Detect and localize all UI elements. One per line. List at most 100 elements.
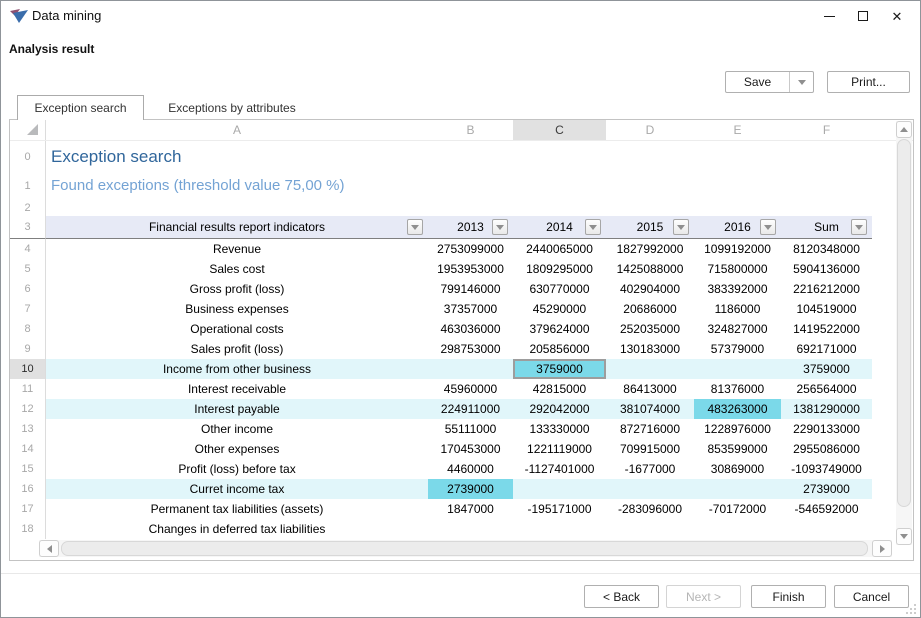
row-number[interactable]: 13 (10, 419, 46, 439)
row-number[interactable]: 10 (10, 359, 46, 379)
value-cell-b14[interactable]: 170453000 (440, 442, 501, 456)
value-cell-c17[interactable]: -195171000 (527, 502, 592, 516)
value-cell-e5[interactable]: 715800000 (707, 262, 768, 276)
row-number[interactable]: 11 (10, 379, 46, 399)
value-cell-f16[interactable]: 2739000 (781, 479, 872, 499)
column-letter-e[interactable]: E (733, 123, 742, 137)
value-cell-f12[interactable]: 1381290000 (781, 399, 872, 419)
value-cell-b16[interactable]: 2739000 (428, 479, 513, 499)
value-cell-c6[interactable]: 630770000 (529, 282, 590, 296)
value-cell-e10[interactable] (694, 359, 781, 379)
value-cell-d9[interactable]: 130183000 (619, 342, 681, 356)
value-cell-b17[interactable]: 1847000 (447, 502, 494, 516)
value-cell-c15[interactable]: -1127401000 (524, 462, 595, 476)
value-cell-c11[interactable]: 42815000 (532, 382, 587, 396)
value-cell-b7[interactable]: 37357000 (443, 302, 498, 316)
indicator-cell[interactable]: Gross profit (loss) (189, 282, 285, 296)
filter-header-cell[interactable]: 2015 (606, 216, 694, 239)
save-button[interactable]: Save (725, 71, 814, 93)
value-cell-c8[interactable]: 379624000 (529, 322, 590, 336)
value-cell-e8[interactable]: 324827000 (707, 322, 768, 336)
value-cell-e6[interactable]: 383392000 (707, 282, 768, 296)
value-cell-d10[interactable] (606, 359, 694, 379)
sheet-subtitle[interactable]: Found exceptions (threshold value 75,00 … (51, 177, 345, 194)
print-button[interactable]: Print... (827, 71, 910, 93)
filter-dropdown-button[interactable] (585, 219, 601, 235)
filter-dropdown-button[interactable] (407, 219, 423, 235)
vertical-scrollbar[interactable] (896, 121, 912, 545)
value-cell-e7[interactable]: 1186000 (714, 302, 761, 316)
row-number[interactable]: 5 (10, 259, 46, 279)
indicator-cell[interactable]: Sales cost (209, 262, 265, 276)
maximize-button[interactable] (846, 1, 880, 31)
indicator-cell[interactable]: Sales profit (loss) (190, 342, 284, 356)
indicator-cell[interactable]: Operational costs (190, 322, 284, 336)
value-cell-f8[interactable]: 1419522000 (793, 322, 860, 336)
value-cell-c10[interactable]: 3759000 (513, 359, 606, 379)
filter-header-cell[interactable]: 2016 (694, 216, 781, 239)
filter-header-cell[interactable]: Sum (781, 216, 872, 239)
resize-grip-icon[interactable] (905, 602, 917, 614)
value-cell-d13[interactable]: 872716000 (619, 422, 681, 436)
indicator-cell[interactable]: Interest receivable (187, 382, 287, 396)
back-button[interactable]: < Back (584, 585, 659, 608)
horizontal-scrollbar[interactable] (39, 540, 892, 557)
value-cell-d15[interactable]: -1677000 (624, 462, 676, 476)
value-cell-b13[interactable]: 55111000 (444, 422, 497, 436)
finish-button[interactable]: Finish (751, 585, 826, 608)
close-button[interactable]: ✕ (880, 1, 914, 31)
value-cell-b5[interactable]: 1953953000 (437, 262, 504, 276)
value-cell-b18[interactable] (428, 519, 513, 539)
row-number[interactable]: 16 (10, 479, 46, 499)
value-cell-f11[interactable]: 256564000 (796, 382, 857, 396)
value-cell-b10[interactable] (428, 359, 513, 379)
column-letter-b[interactable]: B (466, 123, 475, 137)
indicator-cell[interactable]: Revenue (212, 242, 262, 256)
filter-header-cell[interactable]: 2014 (513, 216, 606, 239)
value-cell-d18[interactable] (606, 519, 694, 539)
row-number[interactable]: 0 (10, 141, 46, 172)
value-cell-c9[interactable]: 205856000 (529, 342, 590, 356)
value-cell-c7[interactable]: 45290000 (532, 302, 587, 316)
value-cell-b11[interactable]: 45960000 (443, 382, 498, 396)
value-cell-e14[interactable]: 853599000 (707, 442, 768, 456)
value-cell-c4[interactable]: 2440065000 (526, 242, 593, 256)
row-number[interactable]: 12 (10, 399, 46, 419)
tab-exception-search[interactable]: Exception search (17, 95, 144, 120)
column-letter-a[interactable]: A (232, 123, 241, 137)
indicator-cell[interactable]: Other expenses (194, 442, 280, 456)
value-cell-e4[interactable]: 1099192000 (704, 242, 771, 256)
cancel-button[interactable]: Cancel (834, 585, 909, 608)
value-cell-d4[interactable]: 1827992000 (616, 242, 684, 256)
value-cell-b4[interactable]: 2753099000 (437, 242, 504, 256)
scroll-left-button[interactable] (39, 540, 59, 557)
row-number[interactable]: 3 (10, 216, 46, 239)
value-cell-e17[interactable]: -70172000 (708, 502, 767, 516)
value-cell-f7[interactable]: 104519000 (796, 302, 857, 316)
value-cell-d14[interactable]: 709915000 (619, 442, 681, 456)
empty-row-cells[interactable] (46, 199, 913, 216)
tab-exceptions-by-attributes[interactable]: Exceptions by attributes (168, 100, 296, 115)
value-cell-d8[interactable]: 252035000 (619, 322, 681, 336)
column-letter-c[interactable]: C (513, 120, 606, 140)
value-cell-f15[interactable]: -1093749000 (791, 462, 862, 476)
value-cell-b8[interactable]: 463036000 (440, 322, 501, 336)
filter-header-cell[interactable]: 2013 (428, 216, 513, 239)
horizontal-scroll-thumb[interactable] (61, 541, 868, 556)
row-number[interactable]: 1 (10, 172, 46, 199)
value-cell-b9[interactable]: 298753000 (440, 342, 501, 356)
value-cell-e12[interactable]: 483263000 (694, 399, 781, 419)
row-number[interactable]: 8 (10, 319, 46, 339)
value-cell-d5[interactable]: 1425088000 (616, 262, 684, 276)
scroll-down-button[interactable] (896, 528, 912, 545)
row-number[interactable]: 18 (10, 519, 46, 539)
indicator-cell[interactable]: Other income (200, 422, 274, 436)
row-number[interactable]: 7 (10, 299, 46, 319)
value-cell-d12[interactable]: 381074000 (606, 399, 694, 419)
value-cell-c16[interactable] (513, 479, 606, 499)
indicator-cell[interactable]: Curret income tax (46, 479, 428, 499)
indicator-cell[interactable]: Interest payable (46, 399, 428, 419)
indicator-cell[interactable]: Business expenses (185, 302, 289, 316)
sheet-title[interactable]: Exception search (51, 146, 182, 166)
indicator-cell[interactable]: Changes in deferred tax liabilities (148, 522, 326, 536)
